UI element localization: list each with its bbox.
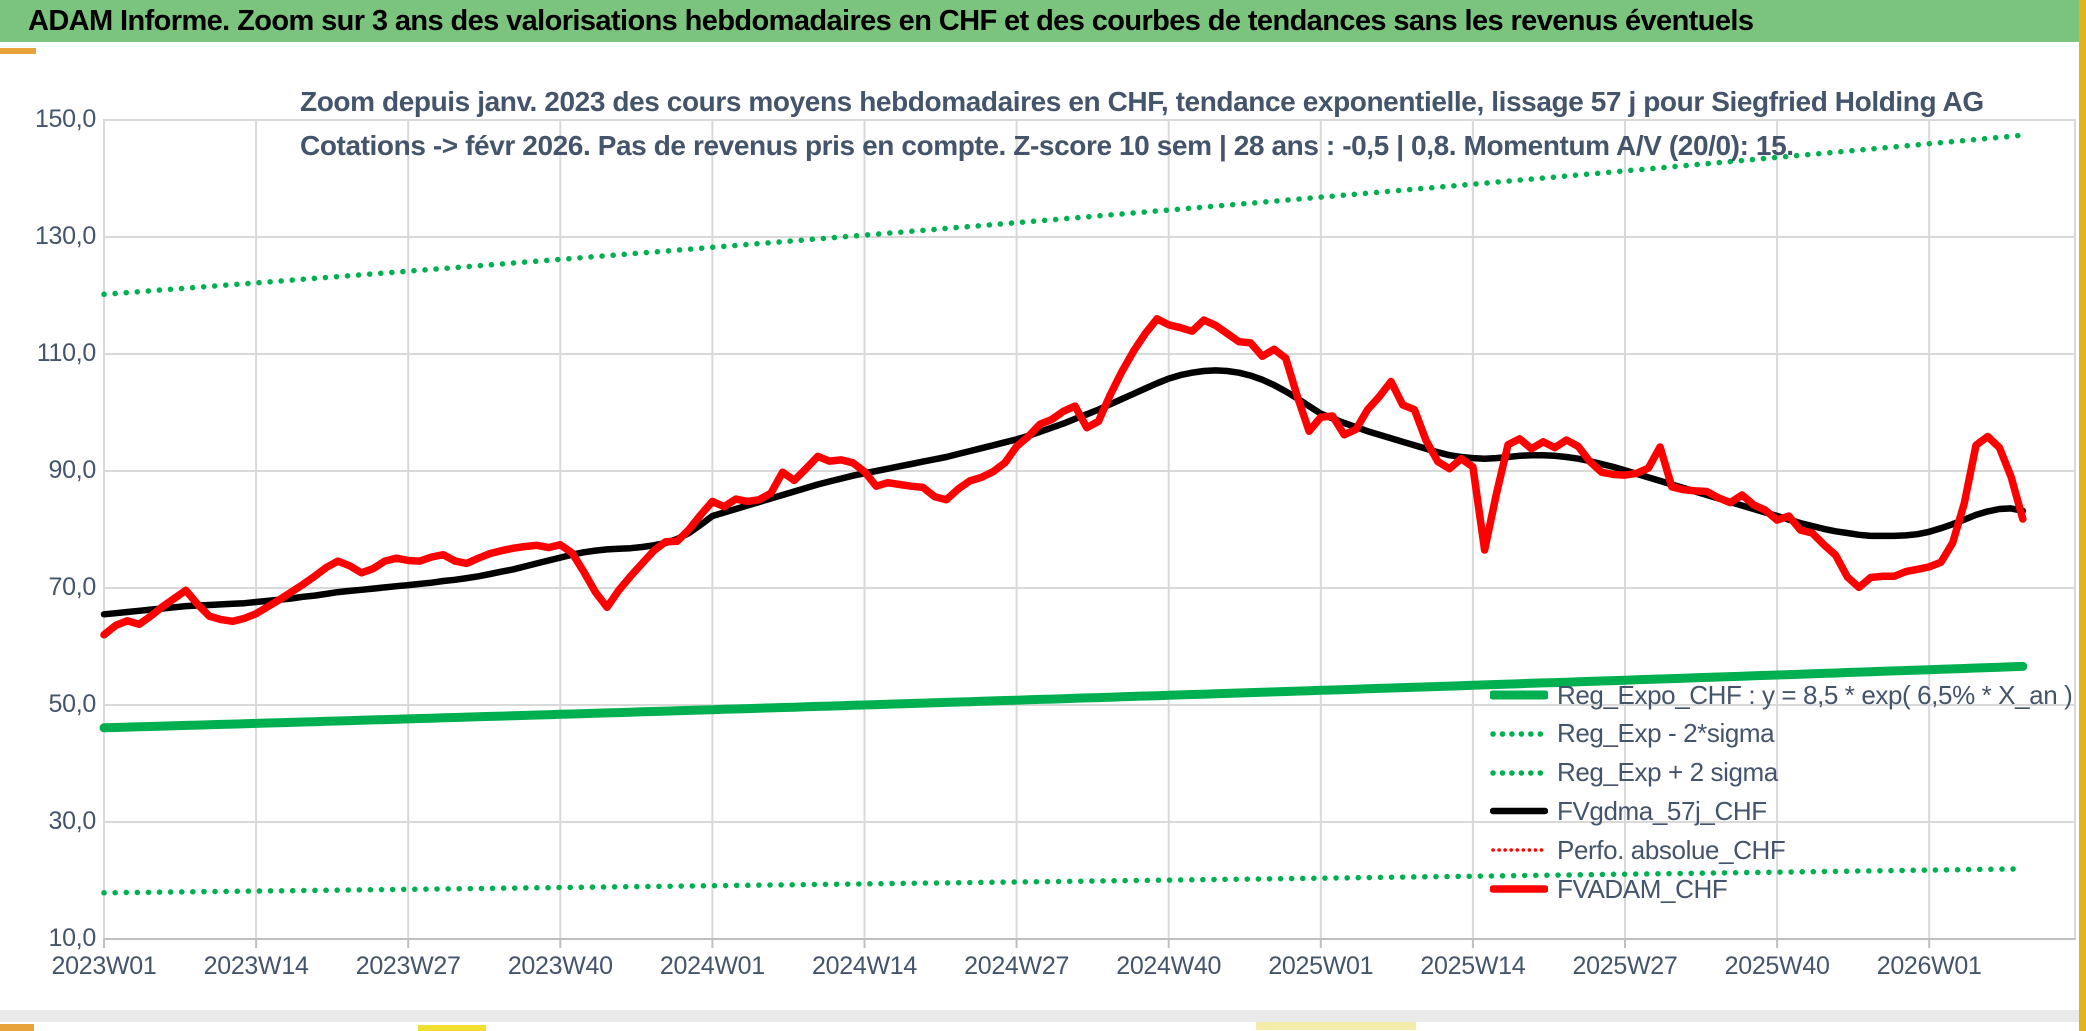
legend-line-swatch [1490, 690, 1548, 700]
legend-line-swatch [1490, 808, 1548, 815]
x-axis-label: 2023W40 [507, 952, 613, 980]
series-reg_exp [101, 132, 2026, 298]
chart-title: Zoom depuis janv. 2023 des cours moyens … [300, 80, 1984, 168]
legend-item[interactable]: FVADAM_CHF [1490, 873, 1728, 904]
x-axis-label: 2025W27 [1572, 952, 1678, 980]
y-axis-label: 50,0 [48, 690, 97, 718]
series-fvadam_chf [100, 315, 2027, 639]
legend-label: Perfo. absolue_CHF [1557, 834, 1786, 865]
x-axis-label: 2025W40 [1724, 952, 1830, 980]
legend-label: FVgdma_57j_CHF [1557, 795, 1767, 826]
chart-title-line2: Cotations -> févr 2026. Pas de revenus p… [300, 130, 1794, 161]
x-axis-label: 2024W01 [659, 952, 765, 980]
x-axis-label: 2025W14 [1420, 952, 1526, 980]
legend-label: FVADAM_CHF [1557, 873, 1728, 904]
y-axis-label: 70,0 [48, 573, 97, 601]
x-axis-label: 2024W27 [964, 952, 1070, 980]
gold-accent-bottom-left [0, 1024, 34, 1031]
x-axis-label: 2023W01 [51, 952, 157, 980]
legend-line-swatch [1490, 885, 1548, 893]
series-fvgdma_57j_chf [100, 367, 2027, 618]
legend-item[interactable]: FVgdma_57j_CHF [1490, 796, 1767, 826]
plot-border [103, 119, 2076, 940]
legend-line-swatch [1490, 769, 1548, 776]
bottom-gray-strip [0, 1010, 2079, 1022]
legend-item[interactable]: Perfo. absolue_CHF [1490, 834, 1786, 865]
y-axis-label: 110,0 [36, 339, 97, 367]
x-axis-label: 2024W40 [1116, 952, 1222, 980]
series-reg_exp [101, 866, 2026, 896]
legend-item[interactable]: Reg_Exp - 2*sigma [1490, 718, 1775, 749]
series-reg_expo_chf [99, 661, 2028, 733]
gold-accent-top-left [0, 48, 36, 54]
legend-label: Reg_Expo_CHF : y = 8,5 * exp( 6,5% * X_a… [1557, 679, 2073, 710]
x-axis-label: 2023W27 [355, 952, 461, 980]
header-bar: ADAM Informe. Zoom sur 3 ans des valoris… [0, 0, 2079, 42]
legend-label: Reg_Exp - 2*sigma [1557, 718, 1775, 749]
legend-item[interactable]: Reg_Exp + 2 sigma [1490, 757, 1778, 788]
legend-item[interactable]: Reg_Expo_CHF : y = 8,5 * exp( 6,5% * X_a… [1490, 679, 2073, 710]
page-title: ADAM Informe. Zoom sur 3 ans des valoris… [28, 4, 1754, 37]
x-axis-label: 2026W01 [1876, 952, 1982, 980]
legend-line-swatch [1491, 848, 1547, 852]
chart-title-line1: Zoom depuis janv. 2023 des cours moyens … [300, 86, 1984, 117]
y-axis-label: 10,0 [48, 924, 97, 952]
pale-yellow-accent-bottom [1256, 1022, 1416, 1030]
y-axis-label: 150,0 [34, 105, 96, 133]
legend-label: Reg_Exp + 2 sigma [1557, 757, 1778, 788]
legend-line-swatch [1490, 731, 1548, 737]
y-axis-label: 130,0 [34, 222, 96, 250]
y-axis-label: 90,0 [48, 456, 97, 484]
y-axis-label: 30,0 [48, 807, 97, 835]
x-axis-label: 2025W01 [1268, 952, 1374, 980]
x-axis-label: 2024W14 [812, 952, 917, 980]
yellow-accent-bottom [418, 1025, 486, 1031]
gold-accent-right-strip [2079, 0, 2086, 1031]
x-axis-label: 2023W14 [203, 952, 309, 980]
